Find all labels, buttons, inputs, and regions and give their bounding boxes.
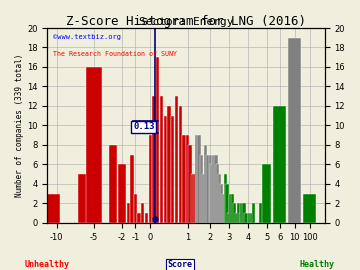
Bar [145,213,148,223]
Bar [206,155,210,223]
Text: The Research Foundation of SUNY: The Research Foundation of SUNY [53,51,177,57]
Bar [233,203,236,223]
Bar [259,203,262,223]
Bar [222,194,225,223]
Bar [188,145,192,223]
Bar [134,194,137,223]
Text: Sector: Energy: Sector: Energy [139,17,233,27]
Bar [167,106,171,223]
Bar [199,155,203,223]
Bar [242,203,246,223]
Bar [127,203,130,223]
Bar [156,57,159,223]
Bar [179,106,182,223]
Text: Unhealthy: Unhealthy [24,260,69,269]
Bar [108,145,117,223]
Bar [216,164,220,223]
Bar [171,116,175,223]
Text: ©www.textbiz.org: ©www.textbiz.org [53,34,121,40]
Bar [152,96,156,223]
Bar [240,203,244,223]
Bar [193,174,196,223]
Title: Z-Score Histogram for LNG (2016): Z-Score Histogram for LNG (2016) [66,15,306,28]
Bar [197,135,201,223]
Bar [130,155,134,223]
Bar [262,164,271,223]
Bar [288,38,301,223]
Bar [273,106,286,223]
Text: 0.13: 0.13 [133,122,155,131]
Bar [195,135,198,223]
Bar [208,155,212,223]
Bar [250,213,253,223]
Bar [118,164,126,223]
Y-axis label: Number of companies (339 total): Number of companies (339 total) [15,54,24,197]
Bar [214,155,217,223]
Bar [212,155,216,223]
Bar [235,213,238,223]
Bar [220,184,223,223]
Bar [303,194,316,223]
Bar [244,213,248,223]
Bar [231,194,234,223]
Bar [202,174,205,223]
Bar [160,96,163,223]
Bar [78,174,95,223]
Bar [218,174,221,223]
Bar [204,145,207,223]
Bar [141,203,144,223]
Bar [149,135,152,223]
Bar [175,96,178,223]
Bar [190,174,194,223]
Bar [248,213,251,223]
Text: Healthy: Healthy [299,260,334,269]
Bar [227,213,231,223]
Bar [237,203,240,223]
Bar [224,174,227,223]
Text: Score: Score [167,260,193,269]
Bar [211,164,214,223]
Bar [163,116,167,223]
Bar [182,135,186,223]
Bar [225,184,229,223]
Bar [86,67,103,223]
Bar [137,213,141,223]
Bar [229,194,233,223]
Bar [239,213,242,223]
Bar [186,135,189,223]
Bar [252,203,255,223]
Bar [43,194,60,223]
